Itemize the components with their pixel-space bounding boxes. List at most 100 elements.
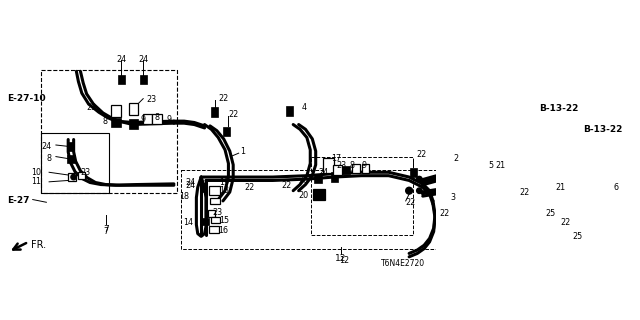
- Bar: [210, 197, 220, 204]
- Bar: [311, 156, 413, 235]
- Bar: [118, 75, 125, 84]
- Bar: [211, 217, 220, 223]
- Text: 25: 25: [545, 209, 556, 218]
- Text: 13: 13: [220, 186, 230, 195]
- Text: 23: 23: [212, 208, 223, 217]
- Bar: [502, 161, 524, 172]
- Text: 2: 2: [454, 154, 459, 163]
- Text: 23: 23: [86, 103, 97, 112]
- Bar: [77, 172, 84, 179]
- Text: 26: 26: [298, 176, 308, 185]
- Text: 16: 16: [218, 226, 228, 235]
- Text: 15: 15: [220, 215, 230, 225]
- Text: 22: 22: [440, 209, 450, 218]
- Text: 25: 25: [573, 232, 583, 241]
- Circle shape: [572, 184, 578, 191]
- Text: 24: 24: [185, 181, 195, 190]
- Bar: [342, 166, 351, 174]
- Text: B-13-22: B-13-22: [583, 125, 622, 134]
- Text: 8: 8: [349, 161, 354, 170]
- Bar: [129, 119, 138, 129]
- Text: E-27: E-27: [7, 196, 29, 205]
- Text: 22: 22: [244, 183, 254, 192]
- Text: 22: 22: [218, 94, 228, 103]
- Text: 8: 8: [103, 116, 108, 126]
- Bar: [208, 210, 215, 217]
- Text: 22: 22: [406, 198, 416, 207]
- Bar: [333, 165, 342, 175]
- Text: 17: 17: [331, 154, 341, 163]
- Text: 6: 6: [614, 183, 619, 192]
- Text: 24: 24: [138, 55, 148, 64]
- Text: 24: 24: [41, 142, 51, 151]
- Text: 3: 3: [450, 193, 455, 202]
- Text: 8: 8: [46, 154, 51, 163]
- Circle shape: [531, 201, 538, 208]
- Text: FR.: FR.: [31, 240, 46, 250]
- Text: 7: 7: [103, 225, 109, 234]
- Bar: [591, 182, 609, 193]
- Bar: [180, 170, 444, 249]
- Bar: [67, 155, 75, 163]
- Circle shape: [71, 174, 76, 180]
- Bar: [140, 75, 147, 84]
- Text: T6N4E2720: T6N4E2720: [381, 259, 424, 268]
- Bar: [209, 226, 219, 233]
- Bar: [67, 141, 74, 151]
- Text: 8: 8: [154, 113, 159, 122]
- Bar: [352, 164, 360, 173]
- Bar: [331, 172, 337, 182]
- Bar: [111, 105, 121, 117]
- Circle shape: [575, 230, 582, 237]
- Text: 10: 10: [31, 168, 41, 177]
- Text: 12: 12: [339, 256, 349, 265]
- Bar: [41, 133, 109, 193]
- Text: B-13-22: B-13-22: [539, 104, 578, 113]
- Bar: [286, 106, 293, 116]
- Text: 22: 22: [561, 218, 571, 227]
- Circle shape: [575, 210, 582, 217]
- Bar: [410, 167, 417, 177]
- Bar: [362, 164, 369, 173]
- Text: 22: 22: [416, 150, 426, 159]
- Text: 12: 12: [335, 254, 347, 263]
- Bar: [41, 70, 177, 193]
- Bar: [323, 158, 334, 173]
- Bar: [143, 114, 152, 124]
- Text: 20: 20: [298, 191, 308, 200]
- Text: 24: 24: [116, 55, 127, 64]
- Text: 1: 1: [240, 147, 245, 156]
- Text: 18: 18: [180, 192, 189, 201]
- Text: 11: 11: [31, 177, 41, 186]
- Text: 22: 22: [228, 110, 239, 119]
- Circle shape: [516, 177, 523, 184]
- Text: 24: 24: [185, 178, 195, 187]
- Text: 23: 23: [337, 161, 347, 170]
- Text: 4: 4: [301, 103, 307, 112]
- Text: 9: 9: [362, 161, 367, 170]
- Text: 14: 14: [183, 218, 193, 227]
- Bar: [129, 103, 138, 115]
- Text: 9: 9: [141, 115, 146, 124]
- Bar: [67, 173, 76, 181]
- Text: 9: 9: [166, 115, 172, 124]
- Text: 19: 19: [220, 178, 230, 187]
- Circle shape: [417, 176, 422, 182]
- Circle shape: [406, 187, 413, 194]
- Bar: [223, 127, 230, 136]
- Bar: [313, 188, 325, 200]
- Text: 21: 21: [495, 161, 505, 170]
- Bar: [525, 148, 532, 156]
- Text: 7: 7: [103, 227, 108, 236]
- Text: 22: 22: [281, 181, 291, 190]
- Bar: [211, 108, 218, 117]
- Bar: [552, 182, 574, 193]
- Text: 23: 23: [81, 168, 91, 177]
- Bar: [200, 218, 209, 225]
- Bar: [209, 186, 220, 196]
- Text: E-27-10: E-27-10: [7, 94, 45, 103]
- Circle shape: [522, 146, 529, 153]
- Bar: [314, 175, 322, 183]
- Text: 5: 5: [488, 161, 493, 170]
- Circle shape: [568, 219, 575, 226]
